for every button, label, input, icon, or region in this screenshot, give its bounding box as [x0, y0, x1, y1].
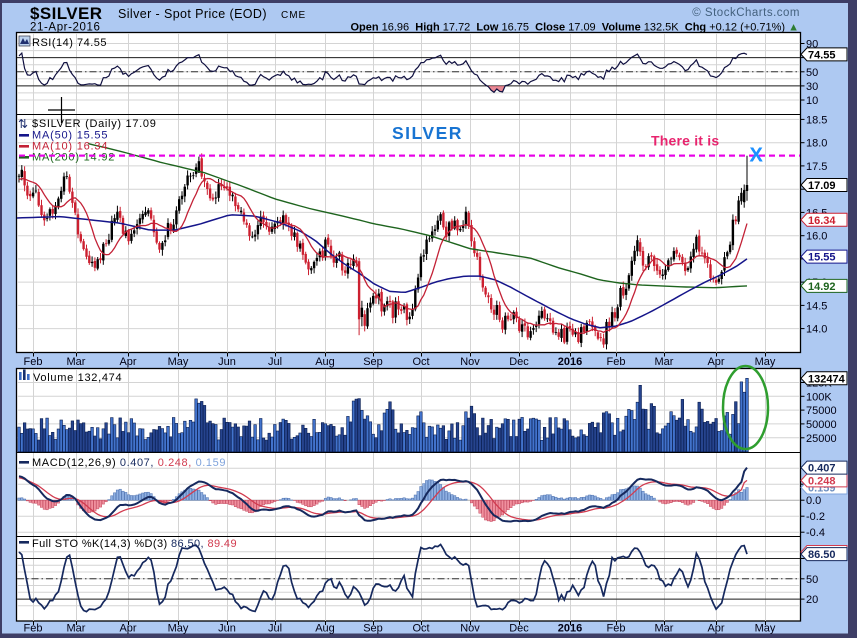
svg-text:Apr: Apr — [707, 623, 724, 635]
svg-text:Silver - Spot Price (EOD): Silver - Spot Price (EOD) — [118, 7, 267, 21]
svg-text:Apr: Apr — [119, 356, 136, 368]
svg-text:Aug: Aug — [315, 356, 335, 368]
svg-text:Jun: Jun — [218, 623, 236, 635]
svg-text:$SILVER (Daily) 17.09: $SILVER (Daily) 17.09 — [32, 118, 157, 130]
svg-text:MACD(12,26,9) 0.407, 0.248, 0.: MACD(12,26,9) 0.407, 0.248, 0.159 — [32, 457, 226, 469]
svg-text:16.34: 16.34 — [808, 215, 836, 227]
svg-text:18.0: 18.0 — [806, 138, 827, 150]
svg-text:May: May — [168, 623, 189, 635]
svg-text:X: X — [750, 145, 764, 167]
svg-text:May: May — [755, 623, 776, 635]
svg-text:14.0: 14.0 — [806, 324, 827, 336]
svg-text:Sep: Sep — [363, 356, 383, 368]
svg-text:Jun: Jun — [218, 356, 236, 368]
svg-text:Open 16.96 High 17.72 Low 16: Open 16.96 High 17.72 Low 16.75 Close 17… — [350, 22, 799, 34]
svg-text:2016: 2016 — [558, 623, 582, 635]
svg-text:MA(50) 15.55: MA(50) 15.55 — [32, 130, 108, 142]
svg-text:0.248: 0.248 — [808, 475, 836, 487]
svg-text:2016: 2016 — [558, 356, 582, 368]
svg-text:© StockCharts.com: © StockCharts.com — [692, 7, 800, 19]
svg-text:10: 10 — [806, 95, 818, 107]
svg-text:75000: 75000 — [806, 405, 837, 417]
svg-text:Jul: Jul — [268, 623, 282, 635]
svg-text:15.55: 15.55 — [808, 252, 836, 264]
svg-text:30: 30 — [806, 81, 818, 93]
svg-text:50000: 50000 — [806, 419, 837, 431]
svg-text:17.5: 17.5 — [806, 161, 827, 173]
svg-text:20: 20 — [806, 594, 818, 606]
svg-text:Volume 132,474: Volume 132,474 — [33, 372, 122, 384]
svg-text:Oct: Oct — [412, 356, 429, 368]
svg-text:100K: 100K — [806, 391, 832, 403]
svg-text:Mar: Mar — [67, 356, 86, 368]
svg-text:50: 50 — [806, 67, 818, 79]
svg-text:Dec: Dec — [509, 356, 529, 368]
svg-text:Nov: Nov — [460, 623, 480, 635]
svg-text:SILVER: SILVER — [392, 123, 463, 143]
svg-text:16.0: 16.0 — [806, 231, 827, 243]
svg-text:Dec: Dec — [509, 623, 529, 635]
svg-text:-0.2: -0.2 — [806, 511, 825, 523]
svg-text:There it is: There it is — [651, 133, 719, 149]
svg-text:Oct: Oct — [412, 623, 429, 635]
svg-text:18.5: 18.5 — [806, 114, 827, 126]
svg-text:17.09: 17.09 — [808, 180, 836, 192]
svg-text:Full STO %K(14,3) %D(3) 86.50,: Full STO %K(14,3) %D(3) 86.50, 89.49 — [32, 538, 237, 550]
svg-text:Jul: Jul — [268, 356, 282, 368]
svg-text:Feb: Feb — [607, 623, 626, 635]
svg-text:25000: 25000 — [806, 433, 837, 445]
svg-text:Mar: Mar — [67, 623, 86, 635]
svg-text:May: May — [168, 356, 189, 368]
svg-text:Aug: Aug — [315, 623, 335, 635]
svg-text:14.92: 14.92 — [808, 281, 836, 293]
svg-text:Mar: Mar — [655, 356, 674, 368]
svg-text:MA(200) 14.92: MA(200) 14.92 — [32, 152, 115, 164]
svg-text:May: May — [755, 356, 776, 368]
svg-text:Feb: Feb — [24, 356, 43, 368]
svg-text:CME: CME — [281, 10, 306, 21]
svg-text:$SILVER: $SILVER — [30, 4, 102, 23]
svg-text:Sep: Sep — [363, 623, 383, 635]
svg-text:Mar: Mar — [655, 623, 674, 635]
svg-text:Feb: Feb — [607, 356, 626, 368]
svg-text:86.50: 86.50 — [808, 549, 836, 561]
svg-text:0.407: 0.407 — [808, 463, 836, 475]
svg-text:⇅: ⇅ — [18, 117, 28, 131]
svg-text:RSI(14) 74.55: RSI(14) 74.55 — [32, 37, 107, 49]
svg-text:50: 50 — [806, 574, 818, 586]
svg-text:0.0: 0.0 — [806, 495, 821, 507]
svg-text:21-Apr-2016: 21-Apr-2016 — [30, 22, 101, 34]
svg-text:-0.4: -0.4 — [806, 527, 825, 539]
svg-text:Apr: Apr — [707, 356, 724, 368]
svg-text:132474: 132474 — [808, 373, 846, 385]
svg-text:Nov: Nov — [460, 356, 480, 368]
svg-text:MA(10) 16.34: MA(10) 16.34 — [32, 141, 108, 153]
svg-text:Feb: Feb — [24, 623, 43, 635]
svg-text:Apr: Apr — [119, 623, 136, 635]
svg-text:X: X — [750, 145, 764, 167]
svg-text:14.5: 14.5 — [806, 300, 827, 312]
svg-text:74.55: 74.55 — [808, 49, 836, 61]
